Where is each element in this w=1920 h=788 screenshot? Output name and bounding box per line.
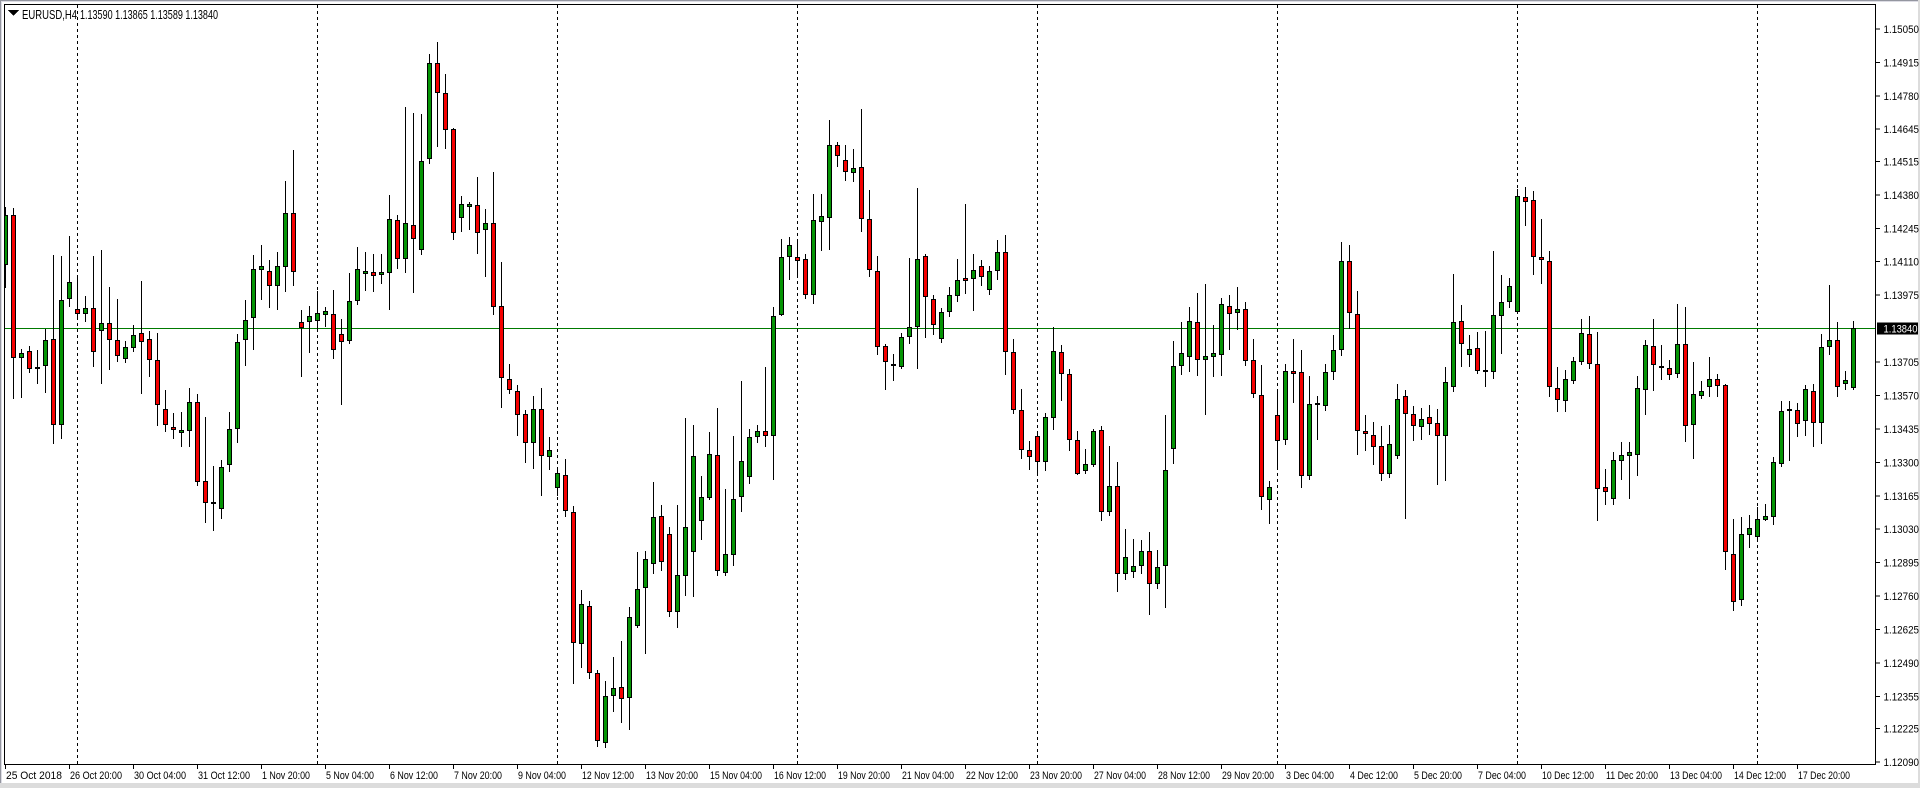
svg-text:12 Nov 12:00: 12 Nov 12:00 xyxy=(582,770,634,782)
svg-text:19 Nov 20:00: 19 Nov 20:00 xyxy=(838,770,890,782)
svg-text:1.13975: 1.13975 xyxy=(1884,290,1920,302)
svg-text:5 Nov 04:00: 5 Nov 04:00 xyxy=(326,770,374,782)
svg-text:28 Nov 12:00: 28 Nov 12:00 xyxy=(1158,770,1210,782)
svg-text:7 Dec 04:00: 7 Dec 04:00 xyxy=(1478,770,1526,782)
svg-text:9 Nov 04:00: 9 Nov 04:00 xyxy=(518,770,566,782)
svg-text:1.12760: 1.12760 xyxy=(1884,591,1920,603)
svg-text:14 Dec 12:00: 14 Dec 12:00 xyxy=(1734,770,1786,782)
svg-text:1.12355: 1.12355 xyxy=(1884,691,1920,703)
svg-text:1.14645: 1.14645 xyxy=(1884,124,1920,136)
svg-text:21 Nov 04:00: 21 Nov 04:00 xyxy=(902,770,954,782)
svg-text:6 Nov 12:00: 6 Nov 12:00 xyxy=(390,770,438,782)
svg-text:4 Dec 12:00: 4 Dec 12:00 xyxy=(1350,770,1398,782)
svg-text:3 Dec 04:00: 3 Dec 04:00 xyxy=(1286,770,1334,782)
svg-text:1.14780: 1.14780 xyxy=(1884,91,1920,103)
svg-text:1.12225: 1.12225 xyxy=(1884,724,1920,736)
svg-text:26 Oct 20:00: 26 Oct 20:00 xyxy=(70,770,122,782)
svg-text:1.12625: 1.12625 xyxy=(1884,625,1920,637)
svg-text:1.13570: 1.13570 xyxy=(1884,391,1920,403)
svg-text:1.13030: 1.13030 xyxy=(1884,524,1920,536)
svg-text:1.12895: 1.12895 xyxy=(1884,558,1920,570)
svg-text:1.13300: 1.13300 xyxy=(1884,457,1920,469)
svg-text:16 Nov 12:00: 16 Nov 12:00 xyxy=(774,770,826,782)
svg-text:27 Nov 04:00: 27 Nov 04:00 xyxy=(1094,770,1146,782)
svg-text:1.13165: 1.13165 xyxy=(1884,491,1920,503)
svg-text:1.12090: 1.12090 xyxy=(1884,757,1920,769)
svg-text:13 Dec 04:00: 13 Dec 04:00 xyxy=(1670,770,1722,782)
svg-text:11 Dec 20:00: 11 Dec 20:00 xyxy=(1606,770,1658,782)
svg-text:25 Oct 2018: 25 Oct 2018 xyxy=(6,770,62,782)
svg-text:1.14380: 1.14380 xyxy=(1884,190,1920,202)
svg-text:1.13705: 1.13705 xyxy=(1884,357,1920,369)
svg-text:30 Oct 04:00: 30 Oct 04:00 xyxy=(134,770,186,782)
svg-text:1.13840: 1.13840 xyxy=(1884,324,1918,336)
svg-text:15 Nov 04:00: 15 Nov 04:00 xyxy=(710,770,762,782)
svg-text:1.14110: 1.14110 xyxy=(1884,257,1920,269)
svg-text:7 Nov 20:00: 7 Nov 20:00 xyxy=(454,770,502,782)
svg-text:31 Oct 12:00: 31 Oct 12:00 xyxy=(198,770,250,782)
svg-text:10 Dec 12:00: 10 Dec 12:00 xyxy=(1542,770,1594,782)
svg-text:1.14245: 1.14245 xyxy=(1884,223,1920,235)
svg-text:29 Nov 20:00: 29 Nov 20:00 xyxy=(1222,770,1274,782)
svg-text:1.12490: 1.12490 xyxy=(1884,658,1920,670)
svg-text:23 Nov 20:00: 23 Nov 20:00 xyxy=(1030,770,1082,782)
svg-text:1.13590 1.13865 1.13589 1.1384: 1.13590 1.13865 1.13589 1.13840 xyxy=(80,7,218,22)
svg-text:17 Dec 20:00: 17 Dec 20:00 xyxy=(1798,770,1850,782)
svg-text:22 Nov 12:00: 22 Nov 12:00 xyxy=(966,770,1018,782)
svg-text:1 Nov 20:00: 1 Nov 20:00 xyxy=(262,770,310,782)
svg-text:1.14515: 1.14515 xyxy=(1884,156,1920,168)
svg-text:1.13435: 1.13435 xyxy=(1884,424,1920,436)
svg-text:1.14915: 1.14915 xyxy=(1884,57,1920,69)
svg-text:13 Nov 20:00: 13 Nov 20:00 xyxy=(646,770,698,782)
svg-text:EURUSD,H4: EURUSD,H4 xyxy=(22,7,77,22)
svg-text:5 Dec 20:00: 5 Dec 20:00 xyxy=(1414,770,1462,782)
svg-text:1.15050: 1.15050 xyxy=(1884,24,1920,36)
